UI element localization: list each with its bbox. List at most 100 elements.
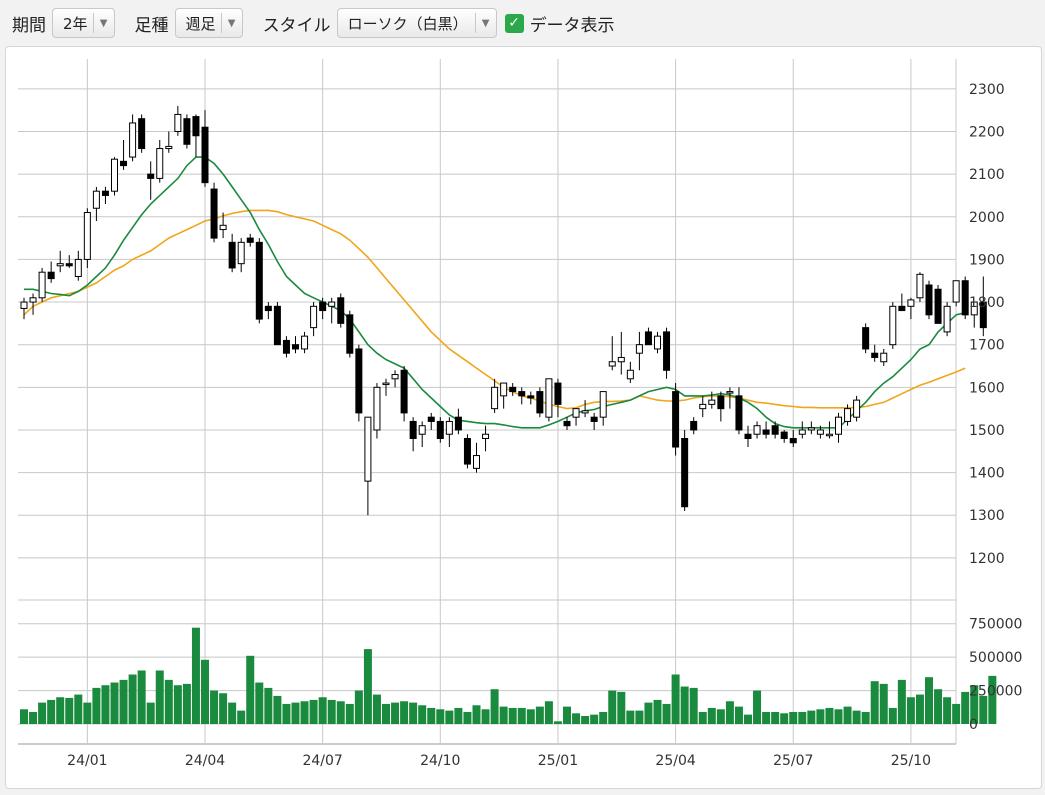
candle-body bbox=[726, 391, 734, 394]
candlestick bbox=[581, 400, 589, 418]
volume-bar bbox=[988, 675, 997, 724]
volume-bar bbox=[915, 694, 924, 724]
candlestick bbox=[101, 186, 109, 204]
candle-body bbox=[771, 425, 779, 435]
volume-bar bbox=[427, 707, 436, 724]
candle-body bbox=[38, 271, 46, 299]
candlestick bbox=[690, 417, 698, 435]
data-display-checkbox[interactable]: ✓ bbox=[504, 13, 524, 33]
candle-body bbox=[871, 352, 879, 358]
volume-bar bbox=[282, 703, 291, 724]
candle-body bbox=[798, 429, 806, 435]
volume-bar bbox=[137, 670, 146, 724]
x-tick-label: 24/01 bbox=[67, 753, 107, 769]
candlestick bbox=[29, 293, 37, 315]
candle-body bbox=[626, 369, 634, 380]
candlestick bbox=[228, 233, 236, 273]
volume-bar bbox=[327, 699, 336, 724]
price-tick-label: 1300 bbox=[969, 508, 1005, 524]
volume-bar bbox=[345, 703, 354, 724]
candlestick bbox=[762, 421, 770, 439]
candlestick bbox=[907, 297, 915, 320]
chevron-down-icon: ▼ bbox=[92, 13, 114, 33]
volume-bar bbox=[472, 705, 481, 724]
candlestick bbox=[554, 378, 562, 418]
volume-bar bbox=[626, 710, 635, 724]
price-tick-label: 2300 bbox=[969, 82, 1005, 98]
volume-bar bbox=[943, 697, 952, 724]
candlestick bbox=[509, 383, 517, 396]
volume-bar bbox=[372, 694, 381, 724]
volume-bar bbox=[861, 711, 870, 724]
volume-bar bbox=[191, 627, 200, 724]
volume-bar bbox=[952, 703, 961, 724]
candle-body bbox=[527, 395, 535, 399]
candle-body bbox=[608, 361, 616, 367]
candlestick bbox=[409, 417, 417, 452]
volume-bar bbox=[734, 706, 743, 724]
candlestick bbox=[237, 238, 245, 273]
volume-bar bbox=[409, 702, 418, 724]
volume-bar bbox=[789, 711, 798, 724]
candle-body bbox=[907, 299, 915, 307]
candle-body bbox=[762, 429, 770, 435]
volume-bar bbox=[897, 679, 906, 724]
volume-bar bbox=[20, 709, 28, 724]
candle-body bbox=[482, 433, 490, 439]
candlestick bbox=[292, 336, 299, 354]
data-display-label[interactable]: データ表示 bbox=[529, 15, 615, 36]
candlestick bbox=[952, 280, 960, 307]
candle-body bbox=[825, 433, 833, 437]
volume-bar bbox=[363, 649, 372, 724]
volume-bar bbox=[816, 709, 825, 724]
candle-body bbox=[301, 335, 309, 350]
candle-body bbox=[111, 158, 118, 192]
volume-bar bbox=[56, 697, 65, 724]
volume-bar bbox=[418, 705, 427, 724]
candle-body bbox=[563, 420, 571, 427]
candle-body bbox=[346, 314, 354, 354]
candlestick bbox=[373, 383, 381, 439]
bar-type-select[interactable]: 週足 ▼ bbox=[174, 8, 243, 38]
style-select[interactable]: ローソク（白黒） ▼ bbox=[336, 8, 497, 38]
volume-bar bbox=[825, 707, 834, 724]
price-tick-label: 1400 bbox=[969, 466, 1005, 482]
period-label: 期間 bbox=[12, 15, 46, 36]
candle-body bbox=[635, 344, 643, 354]
volume-bar bbox=[934, 689, 943, 724]
candle-body bbox=[427, 416, 435, 422]
candlestick bbox=[735, 387, 743, 435]
candle-body bbox=[328, 301, 336, 307]
volume-bar bbox=[979, 695, 988, 724]
candlestick bbox=[617, 331, 625, 375]
volume-bar bbox=[74, 694, 83, 724]
candle-body bbox=[961, 280, 969, 316]
volume-bar bbox=[517, 707, 526, 724]
volume-bar bbox=[970, 685, 979, 724]
candle-body bbox=[219, 224, 227, 231]
candlestick bbox=[183, 114, 191, 149]
volume-bar bbox=[572, 713, 581, 724]
candlestick bbox=[219, 212, 227, 239]
volume-bar bbox=[445, 710, 454, 724]
candle-body bbox=[717, 395, 725, 410]
candlestick bbox=[835, 412, 842, 443]
volume-tick-label: 0 bbox=[969, 717, 978, 733]
candle-body bbox=[880, 352, 888, 363]
candlestick bbox=[174, 105, 182, 136]
candlestick bbox=[681, 429, 689, 511]
volume-bar bbox=[29, 711, 38, 724]
candle-body bbox=[445, 420, 453, 435]
volume-bar bbox=[119, 679, 128, 724]
price-tick-label: 2200 bbox=[969, 124, 1005, 140]
volume-bar bbox=[843, 706, 852, 724]
candle-body bbox=[699, 403, 707, 410]
candlestick bbox=[500, 382, 508, 409]
period-select[interactable]: 2年 ▼ bbox=[52, 8, 115, 38]
volume-bar bbox=[608, 690, 617, 724]
candle-body bbox=[355, 348, 363, 414]
candle-body bbox=[201, 126, 209, 184]
check-icon: ✓ bbox=[508, 15, 520, 31]
candle-body bbox=[400, 369, 408, 414]
volume-bar bbox=[92, 687, 101, 724]
